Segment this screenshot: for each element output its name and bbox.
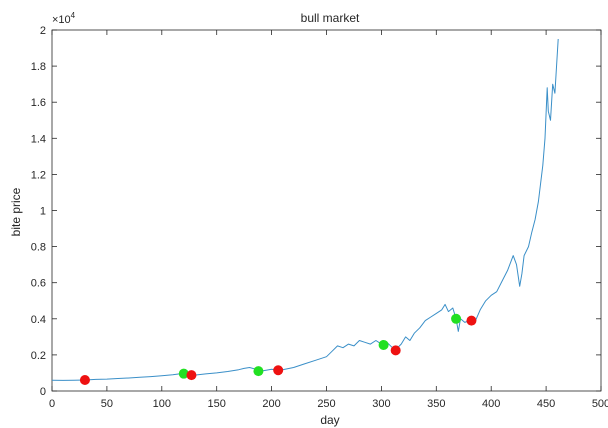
green-marker <box>178 368 189 379</box>
y-axis-label: bite price <box>9 187 23 236</box>
x-tick-label: 400 <box>482 398 500 410</box>
green-marker <box>253 366 264 377</box>
y-tick-label: 0 <box>40 386 46 398</box>
green-marker <box>378 339 389 350</box>
x-tick-label: 0 <box>49 398 55 410</box>
price-line-series <box>51 38 559 381</box>
x-tick-label: 500 <box>592 398 608 410</box>
y-exponent-label: ×104 <box>52 11 76 26</box>
x-tick-label: 250 <box>317 398 335 410</box>
y-tick-label: 0.8 <box>31 242 46 254</box>
x-tick-label: 50 <box>101 398 113 410</box>
y-tick-label: 0.6 <box>31 278 46 290</box>
y-tick-label: 1.2 <box>31 169 46 181</box>
y-tick-label: 1.8 <box>31 61 46 73</box>
signal-markers <box>79 313 477 385</box>
red-marker <box>390 345 401 356</box>
y-tick-label: 0.2 <box>31 350 46 362</box>
red-marker <box>273 365 284 376</box>
x-tick-label: 100 <box>153 398 171 410</box>
red-marker <box>186 370 197 381</box>
x-tick-label: 300 <box>372 398 390 410</box>
x-axis-label: day <box>320 413 339 427</box>
y-tick-label: 1.4 <box>31 133 46 145</box>
chart-title: bull market <box>301 11 360 25</box>
axes: 0 50 100 150 200 250 300 350 400 450 500 0 0.2 0.4 0.6… <box>31 25 608 410</box>
y-tick-label: 1 <box>40 206 46 218</box>
y-tick-label: 2 <box>40 25 46 37</box>
green-marker <box>451 313 462 324</box>
red-marker <box>79 374 90 385</box>
y-tick-label: 1.6 <box>31 97 46 109</box>
x-tick-label: 450 <box>537 398 555 410</box>
x-tick-label: 200 <box>262 398 280 410</box>
plot-box <box>51 29 602 392</box>
price-line <box>51 38 559 381</box>
x-tick-label: 350 <box>427 398 445 410</box>
y-tick-label: 0.4 <box>31 314 46 326</box>
x-tick-label: 150 <box>208 398 226 410</box>
red-marker <box>466 315 477 326</box>
